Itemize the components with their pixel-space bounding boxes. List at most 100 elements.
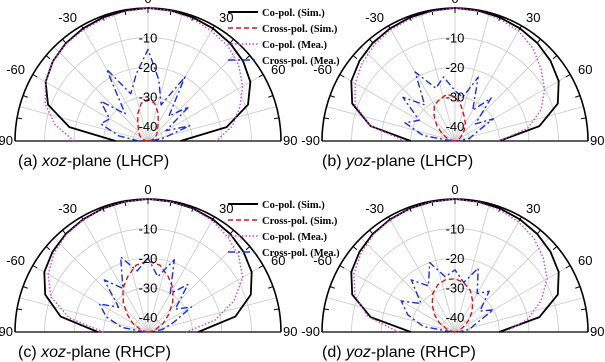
grid-spoke <box>147 216 215 333</box>
angle-tick-label: 60 <box>578 253 592 268</box>
series-line-3 <box>44 7 244 142</box>
radial-tick-label: -10 <box>139 31 158 46</box>
angle-tick-mark <box>339 265 345 269</box>
radial-tick-label: -10 <box>446 31 465 46</box>
radial-tick-label: -20 <box>139 251 158 266</box>
radial-tick-label: -40 <box>139 119 158 134</box>
legend: Co-pol. (Sim.) Cross-pol. (Sim.) Co-pol. (… <box>228 8 340 67</box>
grid-spoke <box>147 265 264 333</box>
caption-prefix: (d) <box>322 344 346 361</box>
radial-tick-label: -20 <box>446 251 465 266</box>
grid-spoke <box>339 265 456 333</box>
radial-tick-label: -40 <box>446 119 465 134</box>
angle-tick-label: 30 <box>526 10 540 25</box>
grid-spoke <box>147 237 243 333</box>
grid-spoke <box>360 46 456 142</box>
angle-tick-mark <box>245 246 251 251</box>
angle-tick-mark <box>352 55 358 60</box>
angle-tick-mark <box>32 74 38 78</box>
captions: (a) xoz-plane (LHCP) (b) yoz-plane (LHCP)… <box>18 153 476 361</box>
series-line-1 <box>350 198 560 333</box>
angle-tick-label: -60 <box>313 62 332 77</box>
grid-spoke <box>454 297 584 333</box>
grid-spoke <box>147 46 243 142</box>
angle-tick-mark <box>16 117 23 120</box>
panel-caption: (c) xoz-plane (RHCP) <box>18 344 171 361</box>
angle-tick-mark <box>575 286 581 289</box>
angle-tick-label: -60 <box>313 253 332 268</box>
series-line-1 <box>43 198 253 333</box>
angle-tick-label: -90 <box>301 324 320 339</box>
legend-label: Co-pol. (Sim.) <box>262 8 325 19</box>
angle-tick-label: 90 <box>283 324 297 339</box>
grid-spoke <box>454 203 490 333</box>
angle-tick-mark <box>552 246 558 251</box>
grid-spoke <box>19 106 149 142</box>
series-line-1 <box>350 7 560 142</box>
angle-tick-label: 30 <box>219 10 233 25</box>
polar-panel-1: -10 -20 -30 -40 -90 -60 -30 0 30 60 90 <box>0 0 297 148</box>
angle-tick-mark <box>258 265 264 269</box>
angle-tick-mark <box>329 286 335 289</box>
caption-plane: yoz <box>345 344 371 361</box>
grid-spoke <box>454 265 571 333</box>
caption-prefix: (a) <box>18 153 42 170</box>
grid-spoke <box>32 74 149 142</box>
grid-spoke <box>388 216 456 333</box>
grid-spoke <box>19 297 149 333</box>
legend-label: Co-pol. (Mea.) <box>262 232 328 243</box>
grid-spoke <box>147 25 215 142</box>
legend-label: Cross-pol. (Mea.) <box>262 248 340 259</box>
angle-tick-label: -30 <box>58 10 77 25</box>
caption-plane: xoz <box>41 153 67 170</box>
angle-tick-label: -30 <box>365 10 384 25</box>
angle-tick-mark <box>565 265 571 269</box>
angle-tick-label: -30 <box>365 201 384 216</box>
grid-spoke <box>81 25 149 142</box>
series-line-2 <box>433 93 466 142</box>
legend-label: Cross-pol. (Sim.) <box>262 216 338 227</box>
angle-tick-mark <box>229 38 234 44</box>
legend-label: Co-pol. (Sim.) <box>262 200 325 211</box>
angle-tick-label: 0 <box>144 182 151 197</box>
polar-panel-2: -10 -20 -30 -40 -90 -60 -30 0 30 60 90 <box>301 0 604 148</box>
radial-tick-label: -20 <box>446 60 465 75</box>
caption-plane: xoz <box>40 344 66 361</box>
radial-tick-label: -20 <box>139 60 158 75</box>
angle-tick-label: 90 <box>590 324 604 339</box>
angle-tick-mark <box>273 308 280 311</box>
series-line-4 <box>98 256 193 333</box>
grid-spoke <box>454 74 571 142</box>
legends: Co-pol. (Sim.) Cross-pol. (Sim.) Co-pol. (… <box>228 8 340 259</box>
angle-tick-mark <box>552 55 558 60</box>
legend-label: Co-pol. (Mea.) <box>262 40 328 51</box>
panel-caption: (d) yoz-plane (RHCP) <box>322 344 476 361</box>
legend-label: Cross-pol. (Sim.) <box>262 24 338 35</box>
grid-spoke <box>326 106 456 142</box>
grid-spoke <box>113 203 149 333</box>
angle-tick-mark <box>273 117 280 120</box>
angle-tick-label: 60 <box>271 62 285 77</box>
angle-tick-mark <box>45 55 51 60</box>
grid-spoke <box>326 297 456 333</box>
radial-tick-label: -10 <box>139 222 158 237</box>
angle-tick-mark <box>268 286 274 289</box>
radial-tick-label: -30 <box>139 90 158 105</box>
legend: Co-pol. (Sim.) Cross-pol. (Sim.) Co-pol. (… <box>228 200 340 259</box>
angle-tick-label: -60 <box>6 253 25 268</box>
angle-tick-label: 0 <box>451 182 458 197</box>
angle-tick-label: 90 <box>590 133 604 148</box>
grid-spoke <box>147 12 183 142</box>
angle-tick-mark <box>352 246 358 251</box>
grid-spoke <box>388 25 456 142</box>
angle-tick-mark <box>268 95 274 98</box>
legend-label: Cross-pol. (Mea.) <box>262 56 340 67</box>
grid-spoke <box>147 203 183 333</box>
radial-tick-label: -30 <box>446 281 465 296</box>
grid-spoke <box>53 237 149 333</box>
grid-spoke <box>420 12 456 142</box>
caption-suffix: -plane (LHCP) <box>371 153 473 170</box>
angle-tick-mark <box>22 95 28 98</box>
series-line-2 <box>122 260 174 333</box>
